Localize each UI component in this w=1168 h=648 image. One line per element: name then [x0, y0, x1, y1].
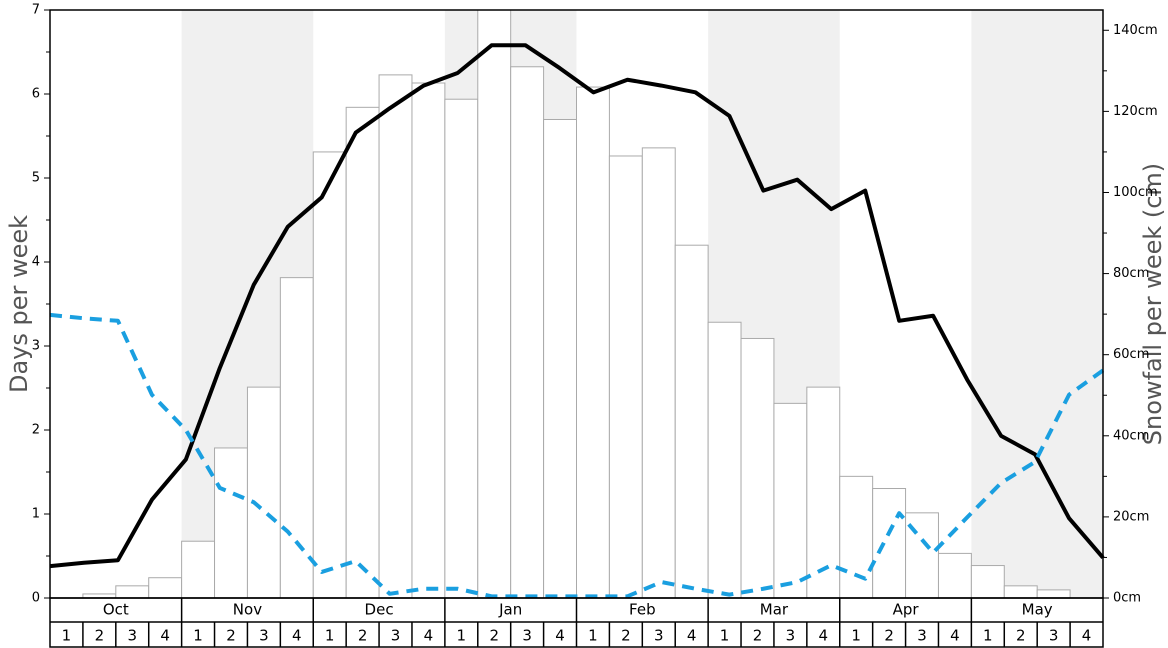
month-label: Apr — [893, 601, 920, 619]
bar — [246, 386, 281, 599]
bar — [345, 106, 380, 599]
bar — [378, 74, 413, 599]
bar — [674, 244, 709, 599]
y-tick-label: 4 — [32, 255, 40, 270]
y-tick-label: 1 — [32, 507, 40, 522]
bar — [181, 540, 216, 599]
bar — [510, 66, 545, 599]
x-tick-label: 1 — [325, 627, 335, 645]
bar — [773, 402, 808, 599]
bar — [1003, 585, 1038, 599]
x-tick-label: 2 — [489, 627, 499, 645]
dashed-line — [49, 312, 1105, 599]
y2-tick-label: 60cm — [1113, 347, 1149, 362]
x-tick-label: 3 — [259, 627, 269, 645]
x-tick-label: 1 — [983, 627, 993, 645]
y2-tick-label: 100cm — [1113, 185, 1158, 200]
x-tick-label: 2 — [358, 627, 368, 645]
x-tick-label: 3 — [654, 627, 664, 645]
x-tick-label: 2 — [95, 627, 105, 645]
x-tick-label: 1 — [720, 627, 730, 645]
x-tick-label: 4 — [424, 627, 434, 645]
x-tick-label: 3 — [391, 627, 401, 645]
x-tick-label: 3 — [917, 627, 927, 645]
bar — [806, 386, 841, 599]
bar — [279, 277, 314, 599]
month-shade — [971, 10, 1103, 598]
month-label: Dec — [365, 601, 394, 619]
month-label: Nov — [233, 601, 262, 619]
x-tick-label: 4 — [555, 627, 565, 645]
x-tick-label: 4 — [1082, 627, 1092, 645]
month-label: Jan — [498, 601, 522, 619]
x-tick-label: 4 — [292, 627, 302, 645]
x-tick-label: 4 — [950, 627, 960, 645]
y2-tick-label: 80cm — [1113, 266, 1149, 281]
x-tick-label: 4 — [819, 627, 829, 645]
month-label: Oct — [103, 601, 129, 619]
bar — [1036, 589, 1071, 599]
x-tick-label: 1 — [457, 627, 467, 645]
bar — [839, 475, 874, 599]
bar — [148, 577, 183, 599]
bar — [937, 552, 972, 599]
x-tick-label: 1 — [588, 627, 598, 645]
y-tick-label: 5 — [32, 171, 40, 186]
x-tick-label: 1 — [193, 627, 203, 645]
bar — [477, 9, 512, 599]
month-label: Feb — [629, 601, 656, 619]
month-label: Mar — [760, 601, 789, 619]
bar — [543, 118, 577, 599]
bar — [641, 147, 676, 599]
bar — [608, 155, 643, 599]
x-tick-label: 3 — [522, 627, 532, 645]
y2-tick-label: 20cm — [1113, 509, 1149, 524]
bar — [115, 585, 150, 599]
y-axis-label: Days per week — [5, 215, 33, 393]
y-tick-label: 2 — [32, 423, 40, 438]
x-tick-label: 4 — [160, 627, 170, 645]
y-tick-label: 0 — [32, 591, 40, 606]
x-tick-label: 2 — [226, 627, 236, 645]
y-tick-label: 6 — [32, 87, 40, 102]
bar — [214, 447, 248, 599]
x-tick-label: 2 — [884, 627, 894, 645]
bar — [740, 337, 775, 599]
x-tick-label: 1 — [62, 627, 72, 645]
bar — [312, 151, 347, 599]
bar — [444, 98, 479, 599]
bar — [970, 565, 1005, 599]
bar — [707, 321, 742, 599]
bar — [872, 488, 907, 599]
x-tick-label: 3 — [1049, 627, 1059, 645]
bar — [576, 86, 610, 599]
y2-axis-label: Snowfall per week (cm) — [1139, 163, 1167, 445]
x-tick-label: 1 — [851, 627, 861, 645]
y2-tick-label: 0cm — [1113, 591, 1141, 606]
y-tick-label: 3 — [32, 339, 40, 354]
line — [49, 43, 1105, 569]
bar — [411, 82, 446, 599]
x-tick-label: 3 — [127, 627, 137, 645]
x-tick-label: 3 — [786, 627, 796, 645]
x-tick-label: 2 — [1016, 627, 1026, 645]
x-tick-label: 4 — [687, 627, 697, 645]
y2-tick-label: 120cm — [1113, 104, 1158, 119]
x-tick-label: 2 — [753, 627, 763, 645]
x-tick-label: 2 — [621, 627, 631, 645]
y2-tick-label: 40cm — [1113, 428, 1149, 443]
y-tick-label: 7 — [32, 3, 40, 18]
y2-tick-label: 140cm — [1113, 23, 1158, 38]
month-label: May — [1022, 601, 1053, 619]
